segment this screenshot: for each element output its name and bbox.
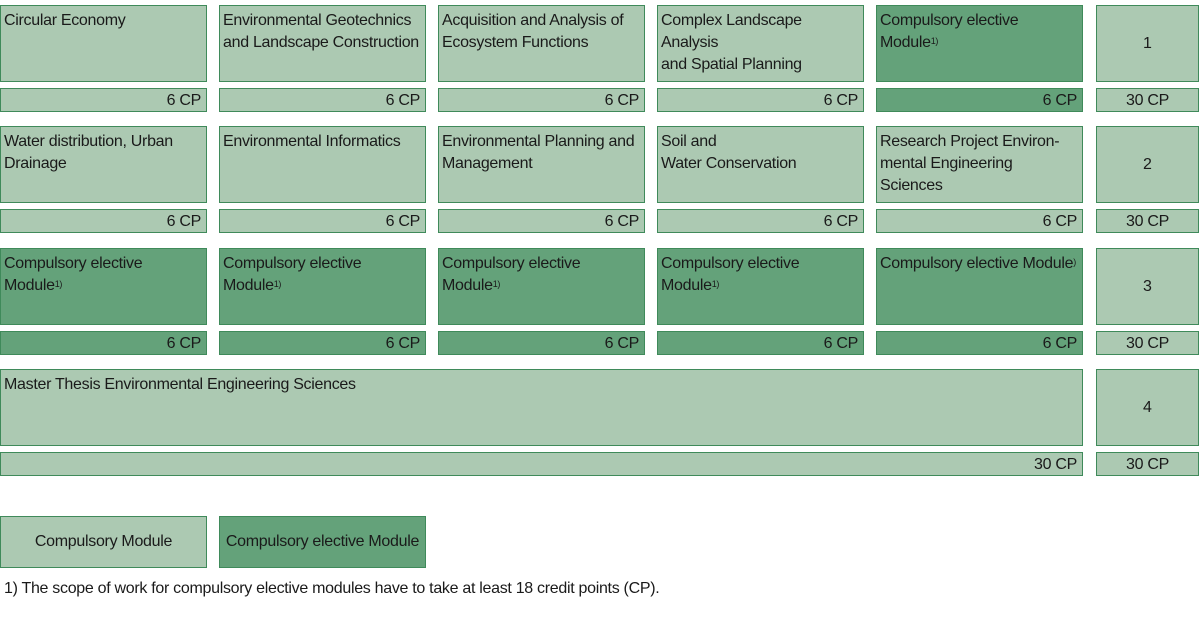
module-card: Acquisition and Analysis of Ecosystem Fu… xyxy=(438,5,645,82)
module-title: Soil and Water Conservation xyxy=(661,133,797,172)
module-card: Research Project Environ- mental Enginee… xyxy=(876,126,1083,203)
module-card: Water distribution, Urban Drainage xyxy=(0,126,207,203)
credit-points: 6 CP xyxy=(1042,213,1078,230)
module-title: Acquisition and Analysis of Ecosystem Fu… xyxy=(442,12,624,51)
credit-points: 30 CP xyxy=(1034,456,1077,473)
module-title: Compulsory elective Module1) xyxy=(223,255,362,294)
module-title: Compulsory elective Module1) xyxy=(880,12,1019,51)
credit-points: 6 CP xyxy=(385,92,421,109)
credit-points: 6 CP xyxy=(1042,335,1078,352)
legend-compulsory: Compulsory Module xyxy=(0,516,207,568)
module-card-elective: Compulsory elective Module1) xyxy=(0,248,207,325)
semester-number: 3 xyxy=(1143,277,1152,295)
semester-number: 2 xyxy=(1143,155,1152,173)
credit-bar: 6 CP xyxy=(876,209,1083,233)
credit-bar-elective: 6 CP xyxy=(438,331,645,355)
legend-elective: Compulsory elective Module xyxy=(219,516,426,568)
credit-points: 6 CP xyxy=(823,92,859,109)
credit-bar: 30 CP xyxy=(0,452,1083,476)
credit-points: 6 CP xyxy=(823,213,859,230)
credit-points: 6 CP xyxy=(166,335,202,352)
semester-number-box: 1 xyxy=(1096,5,1199,82)
module-card: Environmental Geotechnics and Landscape … xyxy=(219,5,426,82)
semester-total-box: 30 CP xyxy=(1096,88,1199,112)
module-title: Environmental Planning and Management xyxy=(442,133,635,172)
footnote: 1) The scope of work for compulsory elec… xyxy=(4,580,660,597)
footnote-marker: 1) xyxy=(54,279,63,289)
semester-number-box: 3 xyxy=(1096,248,1199,325)
semester-total-box: 30 CP xyxy=(1096,331,1199,355)
credit-points: 6 CP xyxy=(1042,92,1078,109)
credit-points: 6 CP xyxy=(385,213,421,230)
credit-bar: 6 CP xyxy=(657,209,864,233)
module-title: Compulsory elective Module1) xyxy=(661,255,800,294)
semester-number-box: 4 xyxy=(1096,369,1199,446)
module-card-elective: Compulsory elective Module1) xyxy=(438,248,645,325)
credit-points: 6 CP xyxy=(604,92,640,109)
semester-total-box: 30 CP xyxy=(1096,209,1199,233)
credit-points: 6 CP xyxy=(385,335,421,352)
credit-bar: 6 CP xyxy=(657,88,864,112)
module-title: Compulsory elective Module1) xyxy=(442,255,581,294)
module-title: Compulsory elective Module) xyxy=(880,255,1076,272)
module-title: Environmental Geotechnics and Landscape … xyxy=(223,12,419,51)
thesis-card: Master Thesis Environmental Engineering … xyxy=(0,369,1083,446)
module-card-elective: Compulsory elective Module1) xyxy=(876,5,1083,82)
semester-number-box: 2 xyxy=(1096,126,1199,203)
credit-bar-elective: 6 CP xyxy=(219,331,426,355)
module-title: Compulsory elective Module1) xyxy=(4,255,143,294)
semester-total: 30 CP xyxy=(1126,335,1169,352)
credit-bar: 6 CP xyxy=(0,88,207,112)
credit-bar-elective: 6 CP xyxy=(876,331,1083,355)
footnote-marker: 1) xyxy=(930,36,939,46)
credit-bar: 6 CP xyxy=(438,209,645,233)
credit-points: 6 CP xyxy=(604,213,640,230)
module-title: Environmental Informatics xyxy=(223,133,401,150)
credit-points: 6 CP xyxy=(166,92,202,109)
credit-bar-elective: 6 CP xyxy=(876,88,1083,112)
semester-total: 30 CP xyxy=(1126,92,1169,109)
semester-number: 4 xyxy=(1143,398,1152,416)
credit-bar: 6 CP xyxy=(0,209,207,233)
semester-total-box: 30 CP xyxy=(1096,452,1199,476)
footnote-marker: ) xyxy=(1073,257,1076,267)
module-card: Circular Economy xyxy=(0,5,207,82)
credit-points: 6 CP xyxy=(166,213,202,230)
footnote-marker: 1) xyxy=(711,279,720,289)
module-card: Environmental Informatics xyxy=(219,126,426,203)
credit-points: 6 CP xyxy=(823,335,859,352)
semester-total: 30 CP xyxy=(1126,456,1169,473)
credit-bar-elective: 6 CP xyxy=(0,331,207,355)
module-title: Complex Landscape Analysis and Spatial P… xyxy=(661,12,802,73)
semester-number: 1 xyxy=(1143,34,1152,52)
module-title: Circular Economy xyxy=(4,12,126,29)
legend-label: Compulsory elective Module xyxy=(225,533,420,550)
module-title: Research Project Environ- mental Enginee… xyxy=(880,133,1060,194)
credit-bar: 6 CP xyxy=(219,88,426,112)
module-card-elective: Compulsory elective Module1) xyxy=(219,248,426,325)
credit-points: 6 CP xyxy=(604,335,640,352)
semester-total: 30 CP xyxy=(1126,213,1169,230)
credit-bar-elective: 6 CP xyxy=(657,331,864,355)
thesis-title: Master Thesis Environmental Engineering … xyxy=(4,376,356,393)
module-title: Water distribution, Urban Drainage xyxy=(4,133,173,172)
footnote-marker: 1) xyxy=(273,279,282,289)
footnote-marker: 1) xyxy=(492,279,501,289)
module-card: Soil and Water Conservation xyxy=(657,126,864,203)
legend-label: Compulsory Module xyxy=(34,533,173,550)
credit-bar: 6 CP xyxy=(438,88,645,112)
module-card-elective: Compulsory elective Module) xyxy=(876,248,1083,325)
credit-bar: 6 CP xyxy=(219,209,426,233)
module-card-elective: Compulsory elective Module1) xyxy=(657,248,864,325)
module-card: Environmental Planning and Management xyxy=(438,126,645,203)
module-card: Complex Landscape Analysis and Spatial P… xyxy=(657,5,864,82)
